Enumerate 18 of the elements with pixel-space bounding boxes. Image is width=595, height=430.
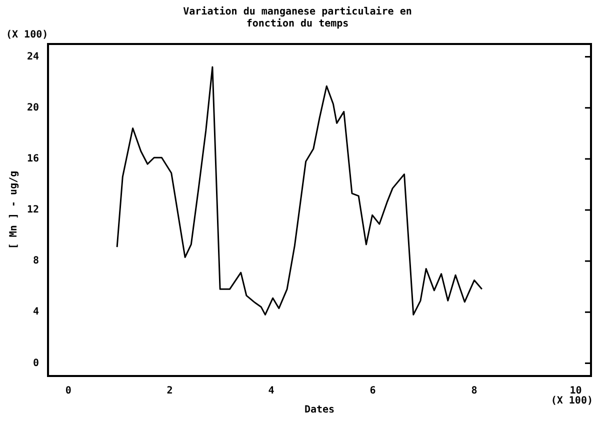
x-tick-label: 2: [166, 386, 173, 397]
x-tick-label: 6: [370, 386, 376, 397]
y-tick-label: 16: [26, 154, 40, 165]
y-tick-label: 4: [33, 306, 40, 318]
x-tick-label: 4: [268, 386, 274, 397]
x-tick-label: 10: [570, 386, 582, 397]
text: (X 100): [6, 30, 48, 41]
y-tick-label: 24: [26, 51, 40, 62]
y-tick-label: 8: [33, 256, 40, 267]
y-axis-title: [ Mn ] - ug/g: [8, 170, 20, 250]
x-tick-label: 8: [471, 386, 478, 397]
x-axis-title: Dates: [304, 404, 335, 416]
y-tick-label: 20: [26, 102, 40, 114]
chart-title: Variation du manganese particulaire en fonction du temps: [183, 6, 412, 30]
y-tick-label: 12: [26, 204, 40, 216]
y-tick-label: 0: [33, 358, 40, 369]
text: (X 100): [550, 396, 593, 407]
x-tick-label: 0: [65, 386, 72, 397]
